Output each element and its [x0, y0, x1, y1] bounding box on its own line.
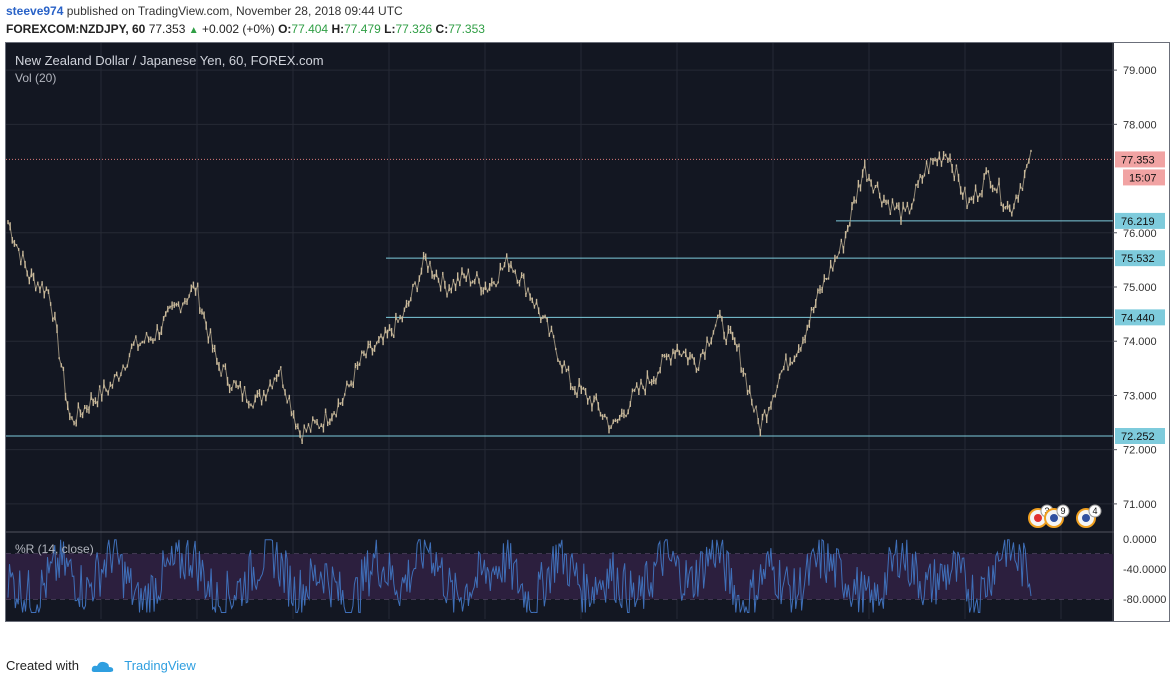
created-with-text: Created with	[6, 658, 79, 673]
countdown-tag	[1123, 169, 1165, 186]
last-price-tag-label: 77.353	[1121, 154, 1155, 166]
publish-info: steeve974 published on TradingView.com, …	[6, 4, 403, 18]
wr-series	[7, 538, 1032, 614]
wr-tick-label: 0.0000	[1123, 534, 1157, 546]
level-tag-label: 76.219	[1121, 216, 1155, 228]
price-tick-label: 79.000	[1123, 65, 1157, 77]
flag-event-icon[interactable]: 4	[1076, 504, 1102, 528]
tradingview-link[interactable]: TradingView	[124, 658, 196, 673]
price-line	[7, 150, 1032, 442]
low-value: 77.326	[395, 22, 433, 36]
high-value: 77.479	[344, 22, 381, 36]
last-price-tag	[1115, 151, 1165, 168]
price-tick-label: 72.000	[1123, 445, 1157, 457]
volume-label: Vol (20)	[15, 71, 56, 85]
wr-line	[7, 538, 1032, 614]
price-chart[interactable]: 79.000 78.000 76.000 75.000 74.000 73.000 72.0…	[6, 43, 1169, 621]
price-tick-label: 73.000	[1123, 390, 1157, 402]
low-label: L:	[384, 22, 396, 36]
author-name[interactable]: steeve974	[6, 4, 64, 18]
level-tag-label: 72.252	[1121, 431, 1155, 443]
level-tag-label: 75.532	[1121, 253, 1155, 265]
wr-tick-label: -80.0000	[1123, 594, 1166, 606]
price-tick-label: 75.000	[1123, 282, 1157, 294]
badge-flag	[1050, 514, 1058, 522]
chart-grid	[6, 43, 1169, 621]
price-tick-label: 76.000	[1123, 228, 1157, 240]
price-tick-label: 71.000	[1123, 499, 1157, 511]
badge-flag	[1082, 514, 1090, 522]
price-tick-label: 74.000	[1123, 336, 1157, 348]
chart-background	[6, 43, 1169, 621]
event-badges: 394	[1028, 504, 1102, 528]
level-tag	[1115, 212, 1165, 229]
level-tag	[1115, 250, 1165, 267]
price-axis: 79.000 78.000 76.000 75.000 74.000 73.000 72.0…	[1113, 43, 1169, 621]
close-value: 77.353	[448, 22, 485, 36]
indicator-label: %R (14, close)	[15, 542, 94, 556]
last-price-text: 77.353	[148, 22, 186, 36]
wr-tick-label: -40.0000	[1123, 564, 1166, 576]
symbol-label: FOREXCOM:NZDJPY, 60	[6, 22, 146, 36]
close-label: C:	[435, 22, 449, 36]
flag-event-icon[interactable]: 9	[1044, 504, 1070, 528]
level-tag	[1115, 428, 1165, 445]
axis-background	[1114, 43, 1169, 621]
level-tag	[1115, 309, 1165, 326]
publish-text: published on TradingView.com, November 2…	[63, 4, 403, 18]
level-tag-label: 74.440	[1121, 312, 1155, 324]
up-arrow-icon: ▲	[188, 25, 199, 36]
tradingview-logo-icon	[91, 661, 113, 672]
high-label: H:	[331, 22, 345, 36]
price-series	[7, 149, 1032, 445]
badge-count: 4	[1092, 506, 1097, 516]
price-tick-label: 78.000	[1123, 119, 1157, 131]
badge-count: 9	[1060, 506, 1065, 516]
footer: Created with TradingView	[6, 658, 196, 674]
open-value: 77.404	[291, 22, 329, 36]
badge-count-bg	[1088, 504, 1102, 518]
badge-count-bg	[1056, 504, 1070, 518]
open-label: O:	[278, 22, 292, 36]
chart-title: New Zealand Dollar / Japanese Yen, 60, F…	[15, 53, 324, 68]
countdown-label: 15:07	[1129, 172, 1157, 184]
change-text: +0.002 (+0%)	[202, 22, 275, 36]
symbol-ohlc-bar: FOREXCOM:NZDJPY, 60 77.353 ▲ +0.002 (+0%…	[6, 22, 485, 36]
wr-band	[6, 554, 1113, 599]
badge-flag	[1034, 514, 1042, 522]
